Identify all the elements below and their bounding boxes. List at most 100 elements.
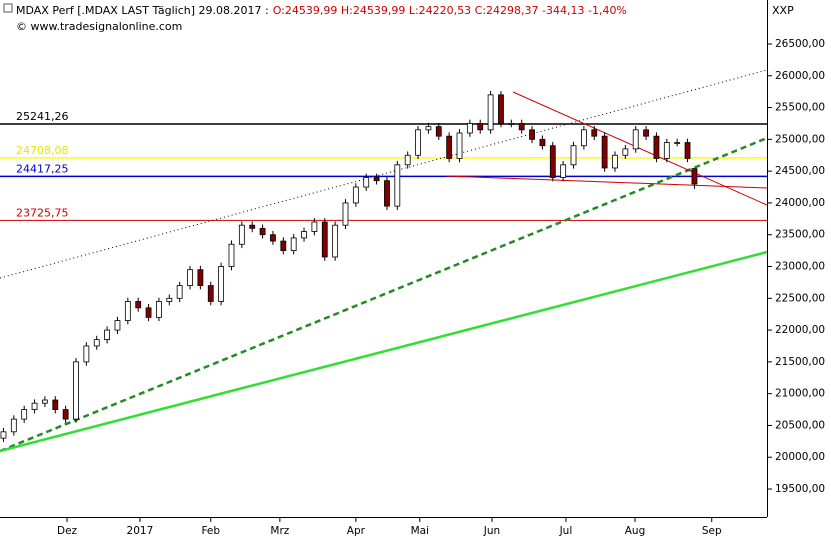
candle-body [394, 164, 401, 207]
candle-body [62, 409, 69, 420]
candle-body [643, 129, 649, 137]
y-tick-label: 23000,00 [775, 261, 825, 273]
y-tick-label: 20000,00 [775, 451, 825, 463]
candle-body [342, 202, 349, 226]
x-tick-label: Aug [625, 525, 646, 537]
trend-line [445, 175, 768, 189]
candle-body [31, 402, 38, 410]
level-label: 24708,08 [16, 144, 69, 157]
candle-body [352, 186, 359, 204]
candle-body [456, 132, 463, 159]
y-tick-label: 24000,00 [775, 197, 825, 209]
trend-line [0, 250, 768, 453]
candle-body [187, 269, 193, 286]
candle-body [498, 94, 504, 124]
candle-body [93, 339, 100, 347]
candle-body [42, 399, 48, 404]
candle-body [238, 224, 245, 245]
candle-body [290, 237, 297, 252]
candle-body [218, 266, 225, 302]
candle-body [104, 329, 111, 341]
candle-body [435, 126, 442, 137]
candle-body [601, 135, 608, 169]
x-tick-label: Feb [201, 525, 220, 537]
y-tick-label: 24500,00 [775, 165, 825, 177]
candle-body [487, 94, 494, 131]
candle-body [425, 126, 432, 131]
x-tick-label: Apr [347, 525, 366, 537]
candle-body [145, 307, 152, 318]
candle-body [508, 123, 515, 125]
candle-body [249, 224, 256, 229]
candle-body [529, 129, 535, 140]
candle-body [280, 240, 287, 252]
candle-body [384, 180, 390, 207]
candle-body [684, 142, 691, 159]
candle-body [653, 135, 660, 159]
candle-body [270, 234, 276, 242]
candle-body [612, 154, 618, 169]
y-tick-label: 20500,00 [775, 419, 825, 431]
candle-body [311, 221, 318, 232]
y-tick-label: 26000,00 [775, 70, 825, 82]
trend-line [0, 136, 768, 453]
candle-body [663, 142, 670, 159]
candle-body [674, 142, 681, 144]
plot-area: 25241,26 24708,08 24417,25 23725,75 [0, 69, 768, 453]
candle-body [446, 135, 453, 159]
candle-body [332, 224, 339, 258]
chart-title: MDAX Perf [.MDAX LAST Täglich] 29.08.201… [16, 4, 269, 17]
candle-body [404, 154, 411, 166]
candle-body [52, 399, 59, 410]
x-tick-label: Jul [559, 525, 573, 537]
candle-body [197, 269, 204, 286]
x-tick-label: Mai [411, 525, 429, 537]
candle-body [580, 129, 587, 147]
candle-body [373, 177, 380, 182]
y-tick-label: 19500,00 [775, 483, 825, 495]
level-label: 24417,25 [16, 162, 69, 175]
y-tick-label: 25500,00 [775, 102, 825, 114]
candle-body [176, 285, 183, 299]
candle-body [207, 285, 214, 302]
x-tick-label: Dez [57, 525, 78, 537]
trend-line [0, 69, 768, 279]
axis-label: XXP [772, 4, 794, 17]
candle-body [591, 129, 598, 137]
candle-body [518, 123, 525, 131]
candle-body [114, 320, 121, 331]
candle-body [549, 145, 556, 178]
candle-body [539, 138, 546, 147]
candle-body [166, 297, 173, 302]
y-tick-label: 26500,00 [775, 38, 825, 50]
y-tick-label: 22500,00 [775, 292, 825, 304]
window-icon [3, 3, 13, 13]
y-tick-label: 21500,00 [775, 356, 825, 368]
candle-body [156, 301, 162, 318]
y-tick-label: 21000,00 [775, 388, 825, 400]
x-tick-label: Sep [702, 525, 722, 537]
y-tick-label: 22000,00 [775, 324, 825, 336]
candle-body [466, 123, 473, 134]
candle-body [73, 361, 79, 420]
candle-body [622, 148, 629, 156]
y-tick-label: 25000,00 [775, 133, 825, 145]
x-tick-label: Jun [483, 525, 500, 537]
candle-body [124, 301, 131, 321]
candle-body [228, 243, 235, 267]
level-label: 25241,26 [16, 110, 69, 123]
candle-body [691, 168, 698, 185]
candle-body [135, 301, 142, 309]
candle-body [0, 431, 7, 439]
candle-body [560, 164, 567, 178]
candle-body [321, 221, 328, 258]
candle-body [83, 345, 90, 363]
candle-body [10, 418, 17, 433]
x-tick-label: 2017 [127, 525, 154, 537]
level-label: 23725,75 [16, 206, 69, 219]
chart-quote: O:24539,99 H:24539,99 L:24220,53 C:24298… [273, 4, 627, 17]
candle-body [477, 123, 484, 131]
